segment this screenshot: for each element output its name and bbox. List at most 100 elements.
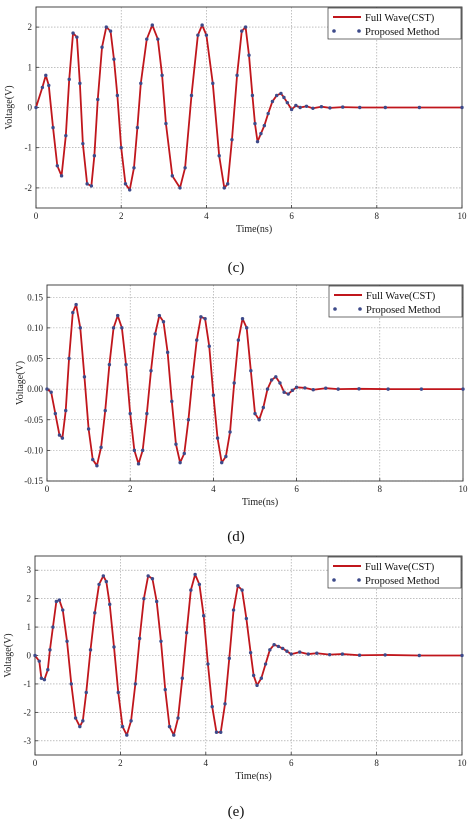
series-point-proposed [328,106,332,110]
series-point-proposed [289,107,294,112]
series-point-proposed [280,646,285,651]
series-point-proposed [136,462,141,466]
series-point-proposed [319,104,324,109]
series-point-proposed [290,388,295,393]
series-point-proposed [89,184,94,188]
legend-swatch-proposed [332,578,336,582]
y-axis-label: Voltage(V) [15,361,26,405]
plot-frame [46,284,464,482]
series-point-proposed [116,313,120,318]
series-point-proposed [357,653,362,657]
y-tick-label: 0.05 [27,354,43,364]
series-point-proposed [341,105,345,109]
y-tick-label: -1 [24,679,32,689]
series-point-proposed [176,716,180,720]
series-point-proposed [386,387,390,391]
series-point-proposed [336,387,340,391]
series-point-proposed [42,677,47,682]
y-tick-label: -3 [24,736,32,746]
y-tick-label: 1 [28,62,33,72]
series-point-proposed [93,611,97,615]
series-point-proposed [201,614,206,618]
series-point-proposed [172,733,176,737]
series-point-proposed [137,636,142,641]
series-point-proposed [217,154,221,158]
panel-caption: (e) [228,804,245,820]
series-point-proposed [236,338,241,342]
series-point-proposed [294,103,298,108]
series-point-proposed [195,338,199,342]
series-point-proposed [261,405,266,410]
series-point-proposed [259,131,263,136]
series-point-proposed [120,724,125,729]
series-point-proposed [92,154,97,158]
series-point-proposed [46,668,50,672]
series-point-proposed [108,602,112,607]
series-point-proposed [57,433,62,437]
series-point-proposed [133,682,138,686]
series-point-proposed [95,463,99,468]
series-point-proposed [315,651,319,655]
series-point-proposed [125,733,129,737]
series-point-proposed [306,652,310,656]
series-point-proposed [111,326,116,330]
series-point-proposed [232,381,236,385]
chart-panel-c: 0 2 4 6 8 10 -2 -1 0 1 2 Time(ns) Voltage(V) Full Wav… [4,6,468,276]
series-point-proposed [154,599,159,604]
series-point-proposed [71,31,75,35]
series-point-proposed [47,83,51,88]
series-point-proposed [417,653,421,658]
series-point-proposed [65,639,69,643]
y-tick-label: 3 [27,565,32,575]
series-point-proposed [135,125,140,130]
series-point-proposed [203,316,207,321]
series-point-proposed [199,315,203,319]
series-point-proposed [88,648,93,652]
series-point-proposed [49,390,53,394]
series-point-proposed [69,682,73,686]
series-point-proposed [298,650,302,654]
series-point-proposed [214,730,219,734]
legend-swatch-proposed [357,578,361,582]
x-tick-label: 8 [378,484,383,494]
series-point-proposed [128,188,132,192]
series-point-proposed [460,653,464,658]
series-point-proposed [107,362,112,367]
series-point-proposed [146,574,150,578]
y-tick-label: 0 [28,103,33,113]
series-point-proposed [186,418,191,422]
series-point-proposed [240,316,245,321]
x-axis-label: Time(ns) [242,497,278,508]
series-point-proposed [278,381,282,385]
series-point-proposed [268,648,272,652]
series-point-proposed [97,582,101,587]
series-point-proposed [274,93,279,98]
x-tick-label: 8 [375,211,380,221]
series-point-proposed [145,411,149,416]
series-point-proposed [419,387,424,391]
series-point-proposed [112,645,116,649]
series-point-proposed [71,310,75,315]
series-point-proposed [285,100,290,105]
series-point-proposed [120,326,124,330]
series-point-proposed [197,582,202,587]
series-point-proposed [327,652,332,657]
series-point-proposed [294,385,299,389]
series-point-proposed [257,418,261,422]
series-point-proposed [357,387,361,391]
legend-label-full-wave: Full Wave(CST) [365,562,435,573]
series-point-proposed [262,123,267,128]
series-point-proposed [91,457,95,462]
series-point-proposed [207,344,211,348]
series-point-proposed [165,350,170,355]
series-point-proposed [182,451,186,456]
series-point-proposed [265,387,270,391]
x-tick-label: 4 [204,758,209,768]
x-tick-label: 10 [458,211,468,221]
x-tick-label: 6 [289,758,294,768]
legend-box [327,556,462,589]
x-tick-label: 10 [459,484,469,494]
series-point-proposed [276,644,281,649]
series-point-proposed [112,57,116,61]
